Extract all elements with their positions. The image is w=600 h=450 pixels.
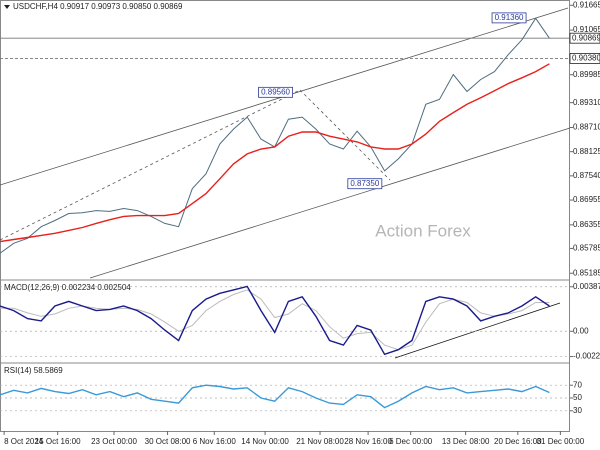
- x-tick-label: 6 Nov 16:00: [193, 437, 237, 446]
- x-tick-label: 14 Nov 00:00: [241, 437, 289, 446]
- y-tick-label: -0.002201: [573, 352, 600, 361]
- y-tick-label: 30: [573, 406, 582, 415]
- series-line: [0, 63, 550, 243]
- y-tick-label: 0.89985: [573, 70, 600, 79]
- channel-lower: [89, 127, 571, 279]
- annotation-label: 0.87350: [350, 179, 379, 188]
- x-tick-label: 28 Nov 16:00: [344, 437, 392, 446]
- y-tick-label: 0.86955: [573, 195, 600, 204]
- series-line: [0, 285, 550, 356]
- y-tick-label: 70: [573, 380, 582, 389]
- series-line: [0, 384, 550, 409]
- series-line: [0, 289, 550, 351]
- x-tick-label: 13 Dec 08:00: [442, 437, 490, 446]
- y-tick-label: 0.89310: [573, 98, 600, 107]
- x-tick-label: 6 Dec 00:00: [389, 437, 433, 446]
- series-line: [0, 17, 550, 254]
- annotation-label: 0.89560: [261, 87, 290, 96]
- annotation-label: 0.91360: [495, 13, 524, 22]
- menu-icon[interactable]: [4, 5, 10, 9]
- panel-title: MACD(12,26,9) 0.002234 0.002504: [4, 283, 131, 292]
- price-label-box: [569, 53, 600, 64]
- y-tick-label: 0.88125: [573, 147, 600, 156]
- price-label: 0.90869: [572, 33, 600, 42]
- panel-title: RSI(14) 58.5869: [4, 366, 63, 375]
- y-tick-label: 0.00: [573, 326, 589, 335]
- x-tick-label: 8 Oct 2024: [4, 437, 44, 446]
- price-label: 0.90380: [572, 54, 600, 63]
- y-tick-label: 0.86355: [573, 220, 600, 229]
- wave-dashed: [299, 89, 391, 181]
- x-tick-label: 15 Oct 16:00: [35, 437, 81, 446]
- y-tick-label: 50: [573, 393, 582, 402]
- x-tick-label: 23 Oct 00:00: [91, 437, 137, 446]
- chart-title: USDCHF,H4 0.90917 0.90973 0.90850 0.9086…: [13, 2, 183, 11]
- x-tick-label: 30 Oct 08:00: [145, 437, 191, 446]
- y-tick-label: 0.88710: [573, 123, 600, 132]
- macd-trendline: [394, 302, 561, 359]
- price-label-box: [569, 32, 600, 44]
- y-tick-label: 0.91665: [573, 0, 600, 9]
- y-tick-label: 0.85785: [573, 244, 600, 253]
- y-tick-label: 0.87540: [573, 171, 600, 180]
- channel-dashed: [0, 89, 301, 241]
- plot-frame: [0, 0, 570, 432]
- watermark: Action Forex: [375, 221, 471, 240]
- annotation-box: [258, 86, 293, 98]
- annotation-box: [347, 178, 383, 190]
- y-tick-label: 0.91065: [573, 25, 600, 34]
- x-tick-label: 31 Dec 00:00: [537, 437, 585, 446]
- annotation-box: [491, 12, 527, 24]
- y-tick-label: 0.85185: [573, 268, 600, 277]
- y-tick-label: 0.003873: [573, 282, 600, 291]
- x-tick-label: 20 Dec 16:00: [494, 437, 542, 446]
- x-tick-label: 21 Nov 08:00: [296, 437, 344, 446]
